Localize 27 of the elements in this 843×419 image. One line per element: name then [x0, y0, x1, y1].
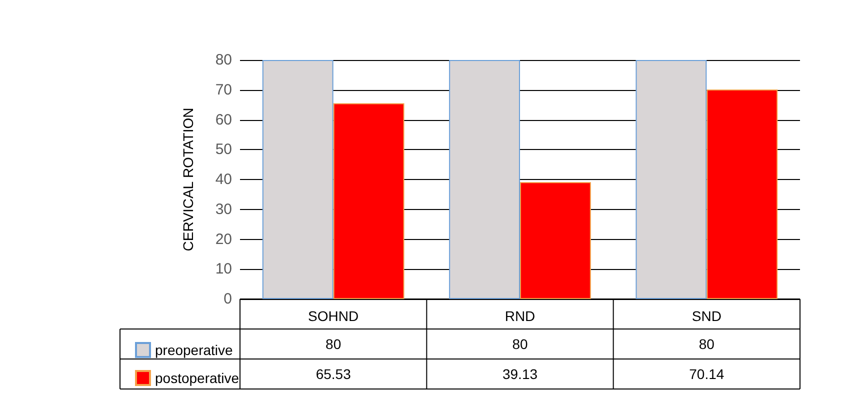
- y-axis-title: CERVICAL ROTATION: [180, 108, 196, 252]
- bar: [520, 182, 591, 299]
- data-label: 65.53: [316, 366, 352, 382]
- data-label: 80: [512, 336, 528, 352]
- y-tick-label: 20: [215, 230, 232, 248]
- y-tick-label: 60: [215, 111, 232, 128]
- bar: [333, 103, 404, 299]
- bar: [636, 60, 707, 299]
- y-tick-label: 70: [215, 81, 232, 98]
- x-tick-label: RND: [504, 308, 536, 324]
- x-tick-label: SOHND: [308, 308, 359, 324]
- y-tick-label: 50: [215, 141, 232, 158]
- data-label: 70.14: [689, 366, 724, 382]
- legend-label: preoperative: [155, 342, 234, 358]
- bar: [262, 60, 334, 299]
- x-tick-label: SND: [692, 308, 722, 324]
- bar: [706, 89, 778, 299]
- y-tick-label: 0: [224, 290, 232, 308]
- y-tick-label: 40: [215, 171, 232, 188]
- y-tick-label: 30: [215, 200, 232, 218]
- y-tick-label: 10: [215, 260, 232, 278]
- data-label: 80: [326, 336, 342, 352]
- y-tick-label: 80: [215, 52, 232, 68]
- legend-label: postoperative: [155, 370, 240, 386]
- data-label: 39.13: [502, 366, 538, 382]
- data-label: 80: [698, 336, 715, 352]
- bar: [449, 60, 520, 299]
